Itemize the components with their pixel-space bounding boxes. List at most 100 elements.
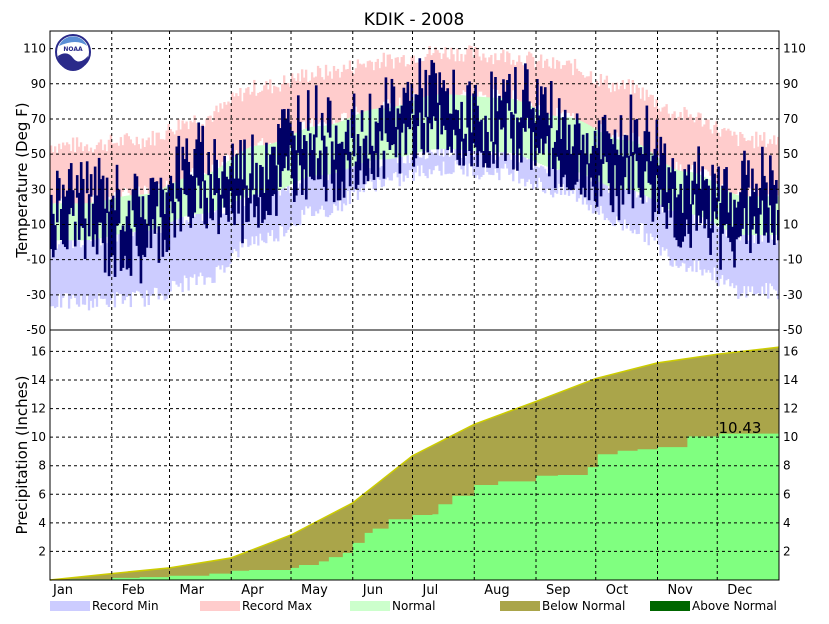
record-range-max-bar bbox=[364, 67, 368, 111]
observed-temperature-bar bbox=[593, 130, 597, 202]
record-range-min-bar bbox=[225, 200, 228, 268]
record-range-min-bar bbox=[111, 227, 115, 294]
temp-tick-label-left: 90 bbox=[31, 77, 46, 91]
observed-temperature-bar bbox=[502, 79, 505, 128]
normal-range-bar bbox=[247, 148, 250, 197]
record-range-min-bar bbox=[615, 194, 619, 217]
record-range-min-bar bbox=[669, 212, 672, 266]
observed-temperature-bar bbox=[731, 226, 734, 252]
record-range-min-bar bbox=[524, 149, 527, 187]
record-range-max-bar bbox=[663, 106, 666, 163]
normal-range-bar bbox=[396, 106, 399, 158]
record-range-min-bar bbox=[703, 210, 706, 270]
record-range-min-bar bbox=[707, 220, 710, 271]
normal-range-bar bbox=[119, 196, 123, 234]
observed-temperature-bar bbox=[310, 150, 314, 180]
record-range-max-bar bbox=[223, 102, 226, 157]
observed-temperature-bar bbox=[342, 149, 346, 198]
observed-temperature-bar bbox=[237, 178, 240, 214]
observed-temperature-bar bbox=[532, 107, 535, 133]
normal-range-bar bbox=[241, 151, 244, 199]
observed-temperature-bar bbox=[239, 140, 242, 196]
observed-temperature-bar bbox=[414, 94, 418, 159]
record-range-min-bar bbox=[701, 225, 704, 276]
normal-range-bar bbox=[522, 102, 525, 157]
observed-temperature-bar bbox=[539, 86, 543, 139]
record-range-min-bar bbox=[63, 244, 67, 294]
record-range-max-bar bbox=[534, 67, 537, 112]
legend-swatch bbox=[650, 601, 690, 611]
record-range-max-bar bbox=[348, 60, 352, 121]
record-range-min-bar bbox=[187, 222, 190, 291]
observed-temperature-bar bbox=[77, 192, 81, 240]
record-range-min-bar bbox=[422, 152, 425, 174]
observed-temperature-bar bbox=[603, 114, 607, 157]
legend: Record Min Record Max Normal Below Normal Ab… bbox=[50, 599, 777, 613]
observed-temperature-bar bbox=[281, 109, 284, 172]
record-range-min-bar bbox=[767, 235, 770, 299]
observed-temperature-bar bbox=[79, 162, 83, 227]
observed-temperature-bar bbox=[91, 203, 95, 247]
precip-tick-label-left: 6 bbox=[38, 487, 46, 501]
normal-range-bar bbox=[406, 102, 409, 156]
record-range-min-bar bbox=[374, 155, 377, 192]
observed-temperature-bar bbox=[227, 179, 230, 222]
observed-temperature-bar bbox=[59, 208, 63, 241]
observed-temperature-bar bbox=[223, 156, 226, 208]
record-range-min-bar bbox=[201, 220, 204, 277]
record-range-max-bar bbox=[61, 142, 65, 211]
record-range-min-bar bbox=[215, 208, 218, 268]
record-range-max-bar bbox=[73, 151, 77, 205]
record-range-max-bar bbox=[356, 59, 360, 113]
record-range-max-bar bbox=[308, 80, 312, 124]
precip-tick-label-right: 6 bbox=[783, 487, 791, 501]
normal-range-bar bbox=[378, 108, 381, 160]
record-range-max-bar bbox=[681, 120, 684, 178]
record-range-max-bar bbox=[376, 58, 379, 116]
record-range-max-bar bbox=[520, 62, 523, 103]
observed-temperature-bar bbox=[203, 180, 207, 225]
observed-temperature-bar bbox=[757, 208, 760, 244]
record-range-max-bar bbox=[599, 74, 603, 125]
record-range-min-bar bbox=[659, 202, 662, 256]
normal-range-bar bbox=[332, 123, 336, 174]
record-range-max-bar bbox=[512, 59, 515, 91]
observed-temperature-bar bbox=[733, 199, 736, 268]
record-range-min-bar bbox=[163, 221, 166, 301]
observed-temperature-bar bbox=[314, 85, 318, 138]
record-range-min-bar bbox=[603, 179, 607, 221]
record-range-min-bar bbox=[633, 188, 636, 230]
record-range-min-bar bbox=[518, 162, 521, 184]
normal-range-bar bbox=[306, 127, 310, 178]
record-range-min-bar bbox=[233, 205, 236, 249]
record-range-min-bar bbox=[209, 205, 212, 278]
observed-temperature-bar bbox=[199, 141, 203, 209]
observed-temperature-bar bbox=[306, 90, 310, 131]
record-range-max-bar bbox=[625, 83, 628, 137]
record-range-max-bar bbox=[713, 125, 716, 186]
observed-temperature-bar bbox=[219, 194, 222, 218]
observed-temperature-bar bbox=[452, 69, 455, 130]
temp-tick-label-left: 110 bbox=[23, 42, 46, 56]
record-range-min-bar bbox=[555, 170, 559, 194]
record-range-min-bar bbox=[621, 180, 624, 231]
normal-range-bar bbox=[277, 141, 280, 191]
record-range-max-bar bbox=[362, 63, 366, 116]
observed-temperature-bar bbox=[139, 217, 143, 284]
normal-range-bar bbox=[155, 191, 158, 229]
normal-range-bar bbox=[528, 105, 531, 159]
normal-range-bar bbox=[350, 116, 354, 167]
observed-temperature-bar bbox=[105, 177, 109, 213]
record-range-min-bar bbox=[601, 183, 605, 214]
record-range-max-bar bbox=[715, 121, 718, 183]
record-range-max-bar bbox=[671, 113, 674, 172]
record-range-max-bar bbox=[723, 127, 726, 185]
observed-temperature-bar bbox=[293, 135, 296, 202]
normal-range-bar bbox=[289, 135, 292, 185]
observed-temperature-bar bbox=[547, 125, 551, 177]
record-range-min-bar bbox=[121, 234, 125, 304]
precip-tick-label-left: 4 bbox=[38, 516, 46, 530]
record-range-max-bar bbox=[460, 53, 463, 95]
record-range-min-bar bbox=[285, 190, 288, 234]
record-range-max-bar bbox=[169, 129, 172, 193]
